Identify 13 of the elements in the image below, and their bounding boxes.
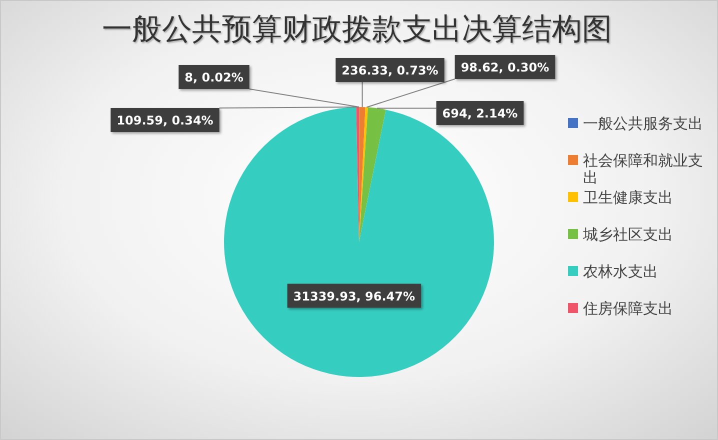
data-label: 236.33, 0.73%: [342, 64, 438, 78]
data-label: 109.59, 0.34%: [116, 114, 214, 128]
data-label: 31339.93, 96.47%: [293, 289, 416, 304]
legend-label: 一般公共服务支出: [583, 114, 703, 132]
legend-label: 城乡社区支出: [582, 226, 673, 244]
legend-label: 卫生健康支出: [583, 188, 673, 206]
legend-label: 社会保障和就业支出: [583, 152, 703, 186]
data-label: 8, 0.02%: [184, 70, 244, 84]
data-label: 694, 2.14%: [442, 106, 518, 120]
legend-label: 农林水支出: [583, 262, 658, 280]
legend-label: 住房保障支出: [582, 300, 673, 318]
data-label: 98.62, 0.30%: [460, 60, 550, 74]
chart-title: 一般公共预算财政拨款支出决算结构图: [102, 12, 612, 47]
